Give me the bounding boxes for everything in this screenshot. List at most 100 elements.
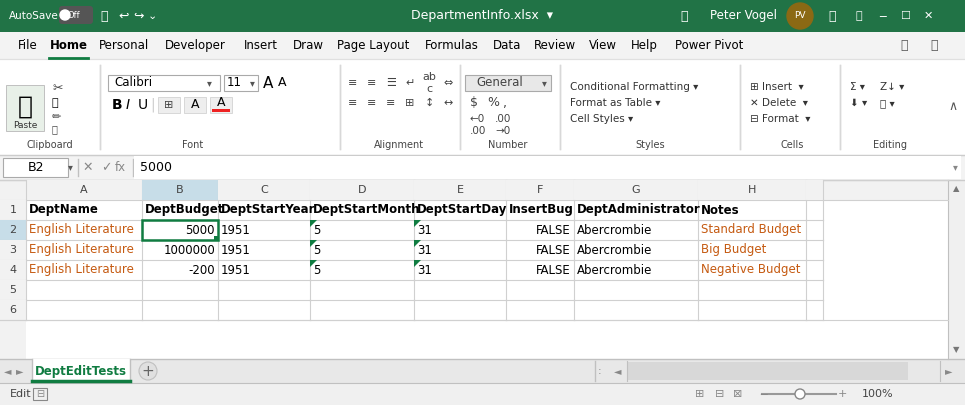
Text: ⊞: ⊞ [696, 389, 704, 399]
Polygon shape [414, 240, 421, 247]
Text: ↪: ↪ [133, 9, 144, 23]
Text: 31: 31 [417, 243, 432, 256]
Text: 🔗: 🔗 [900, 39, 907, 52]
Text: 🔍: 🔍 [680, 9, 687, 23]
Polygon shape [414, 260, 421, 267]
Bar [806, 240, 823, 260]
Text: 💬: 💬 [930, 39, 938, 52]
Text: H: H [748, 185, 757, 195]
Bar [218, 260, 310, 280]
Text: 5: 5 [313, 243, 320, 256]
Text: 1: 1 [10, 205, 16, 215]
Bar [574, 260, 698, 280]
Bar [218, 300, 310, 320]
Text: C: C [261, 185, 268, 195]
Text: 1951: 1951 [221, 224, 251, 237]
Bar [698, 300, 806, 320]
Text: DeptStartMonth: DeptStartMonth [313, 203, 421, 217]
Text: 31: 31 [417, 224, 432, 237]
Text: +: + [838, 389, 846, 399]
Bar [218, 240, 310, 260]
Bar [414, 220, 506, 240]
Bar [142, 220, 218, 240]
Bar [414, 280, 506, 300]
Text: ⇔: ⇔ [443, 78, 453, 88]
Text: Notes: Notes [701, 203, 739, 217]
Bar [310, 220, 414, 240]
Bar [506, 300, 574, 320]
Text: Abercrombie: Abercrombie [577, 264, 652, 277]
Text: ⬇ ▾: ⬇ ▾ [850, 98, 868, 108]
FancyBboxPatch shape [108, 75, 220, 91]
Text: ⊠: ⊠ [733, 389, 743, 399]
Bar [506, 200, 574, 220]
Text: Home: Home [50, 39, 88, 52]
Text: Page Layout: Page Layout [337, 39, 409, 52]
Text: DeptEditTests: DeptEditTests [35, 364, 127, 377]
Text: Styles: Styles [635, 140, 665, 150]
Bar [414, 260, 506, 280]
Text: Data: Data [492, 39, 521, 52]
Bar [574, 300, 698, 320]
Bar [574, 200, 698, 220]
Text: Off: Off [68, 11, 81, 19]
Text: A: A [278, 77, 287, 90]
Bar [628, 362, 908, 380]
Text: ⊞ Insert  ▾: ⊞ Insert ▾ [750, 82, 804, 92]
Bar [698, 200, 806, 220]
Text: ≡: ≡ [348, 78, 358, 88]
Text: A: A [80, 185, 88, 195]
Text: 📄: 📄 [52, 98, 59, 108]
Text: ⊞: ⊞ [405, 98, 415, 108]
Circle shape [787, 3, 813, 29]
Text: $: $ [470, 96, 478, 109]
Text: ≡: ≡ [386, 98, 396, 108]
Text: :: : [598, 366, 601, 376]
Text: Paste: Paste [13, 121, 38, 130]
Text: ⊟: ⊟ [715, 389, 725, 399]
Text: Abercrombie: Abercrombie [577, 243, 652, 256]
Text: ✏: ✏ [52, 112, 62, 122]
Text: DeptStartYear: DeptStartYear [221, 203, 316, 217]
Text: Format as Table ▾: Format as Table ▾ [570, 98, 660, 108]
Text: Abercrombie: Abercrombie [577, 224, 652, 237]
Text: DepartmentInfo.xlsx  ▾: DepartmentInfo.xlsx ▾ [411, 9, 553, 23]
Bar [0, 300, 26, 320]
Bar [698, 260, 806, 280]
Text: ▾: ▾ [207, 78, 211, 88]
Text: AutoSave: AutoSave [9, 11, 59, 21]
Text: English Literature: English Literature [29, 264, 134, 277]
Text: PV: PV [794, 11, 806, 21]
Text: ↩: ↩ [118, 9, 128, 23]
Text: ─: ─ [879, 11, 886, 21]
Text: D: D [358, 185, 367, 195]
Text: ►: ► [16, 366, 24, 376]
Text: 🖫: 🖫 [100, 9, 107, 23]
Bar [806, 220, 823, 240]
Text: Review: Review [534, 39, 576, 52]
Bar [26, 180, 142, 200]
Text: ▾: ▾ [541, 78, 546, 88]
Bar [698, 220, 806, 240]
Bar [0, 155, 965, 180]
Bar [940, 361, 958, 381]
Text: DeptBudget: DeptBudget [145, 203, 225, 217]
Bar [310, 200, 414, 220]
Text: A: A [263, 75, 273, 90]
Bar [310, 180, 414, 200]
Text: Clipboard: Clipboard [27, 140, 73, 150]
Bar [698, 280, 806, 300]
Text: FALSE: FALSE [537, 243, 571, 256]
Bar [806, 280, 823, 300]
Bar [0, 180, 948, 200]
Bar [142, 200, 218, 220]
Text: ◄: ◄ [615, 366, 621, 376]
Bar [506, 240, 574, 260]
Bar [26, 200, 142, 220]
Text: 🌐: 🌐 [828, 9, 836, 23]
Text: ►: ► [946, 366, 952, 376]
Text: DeptStartDay: DeptStartDay [417, 203, 508, 217]
Bar [218, 280, 310, 300]
Text: Cell Styles ▾: Cell Styles ▾ [570, 114, 633, 124]
Text: ✕: ✕ [924, 11, 933, 21]
